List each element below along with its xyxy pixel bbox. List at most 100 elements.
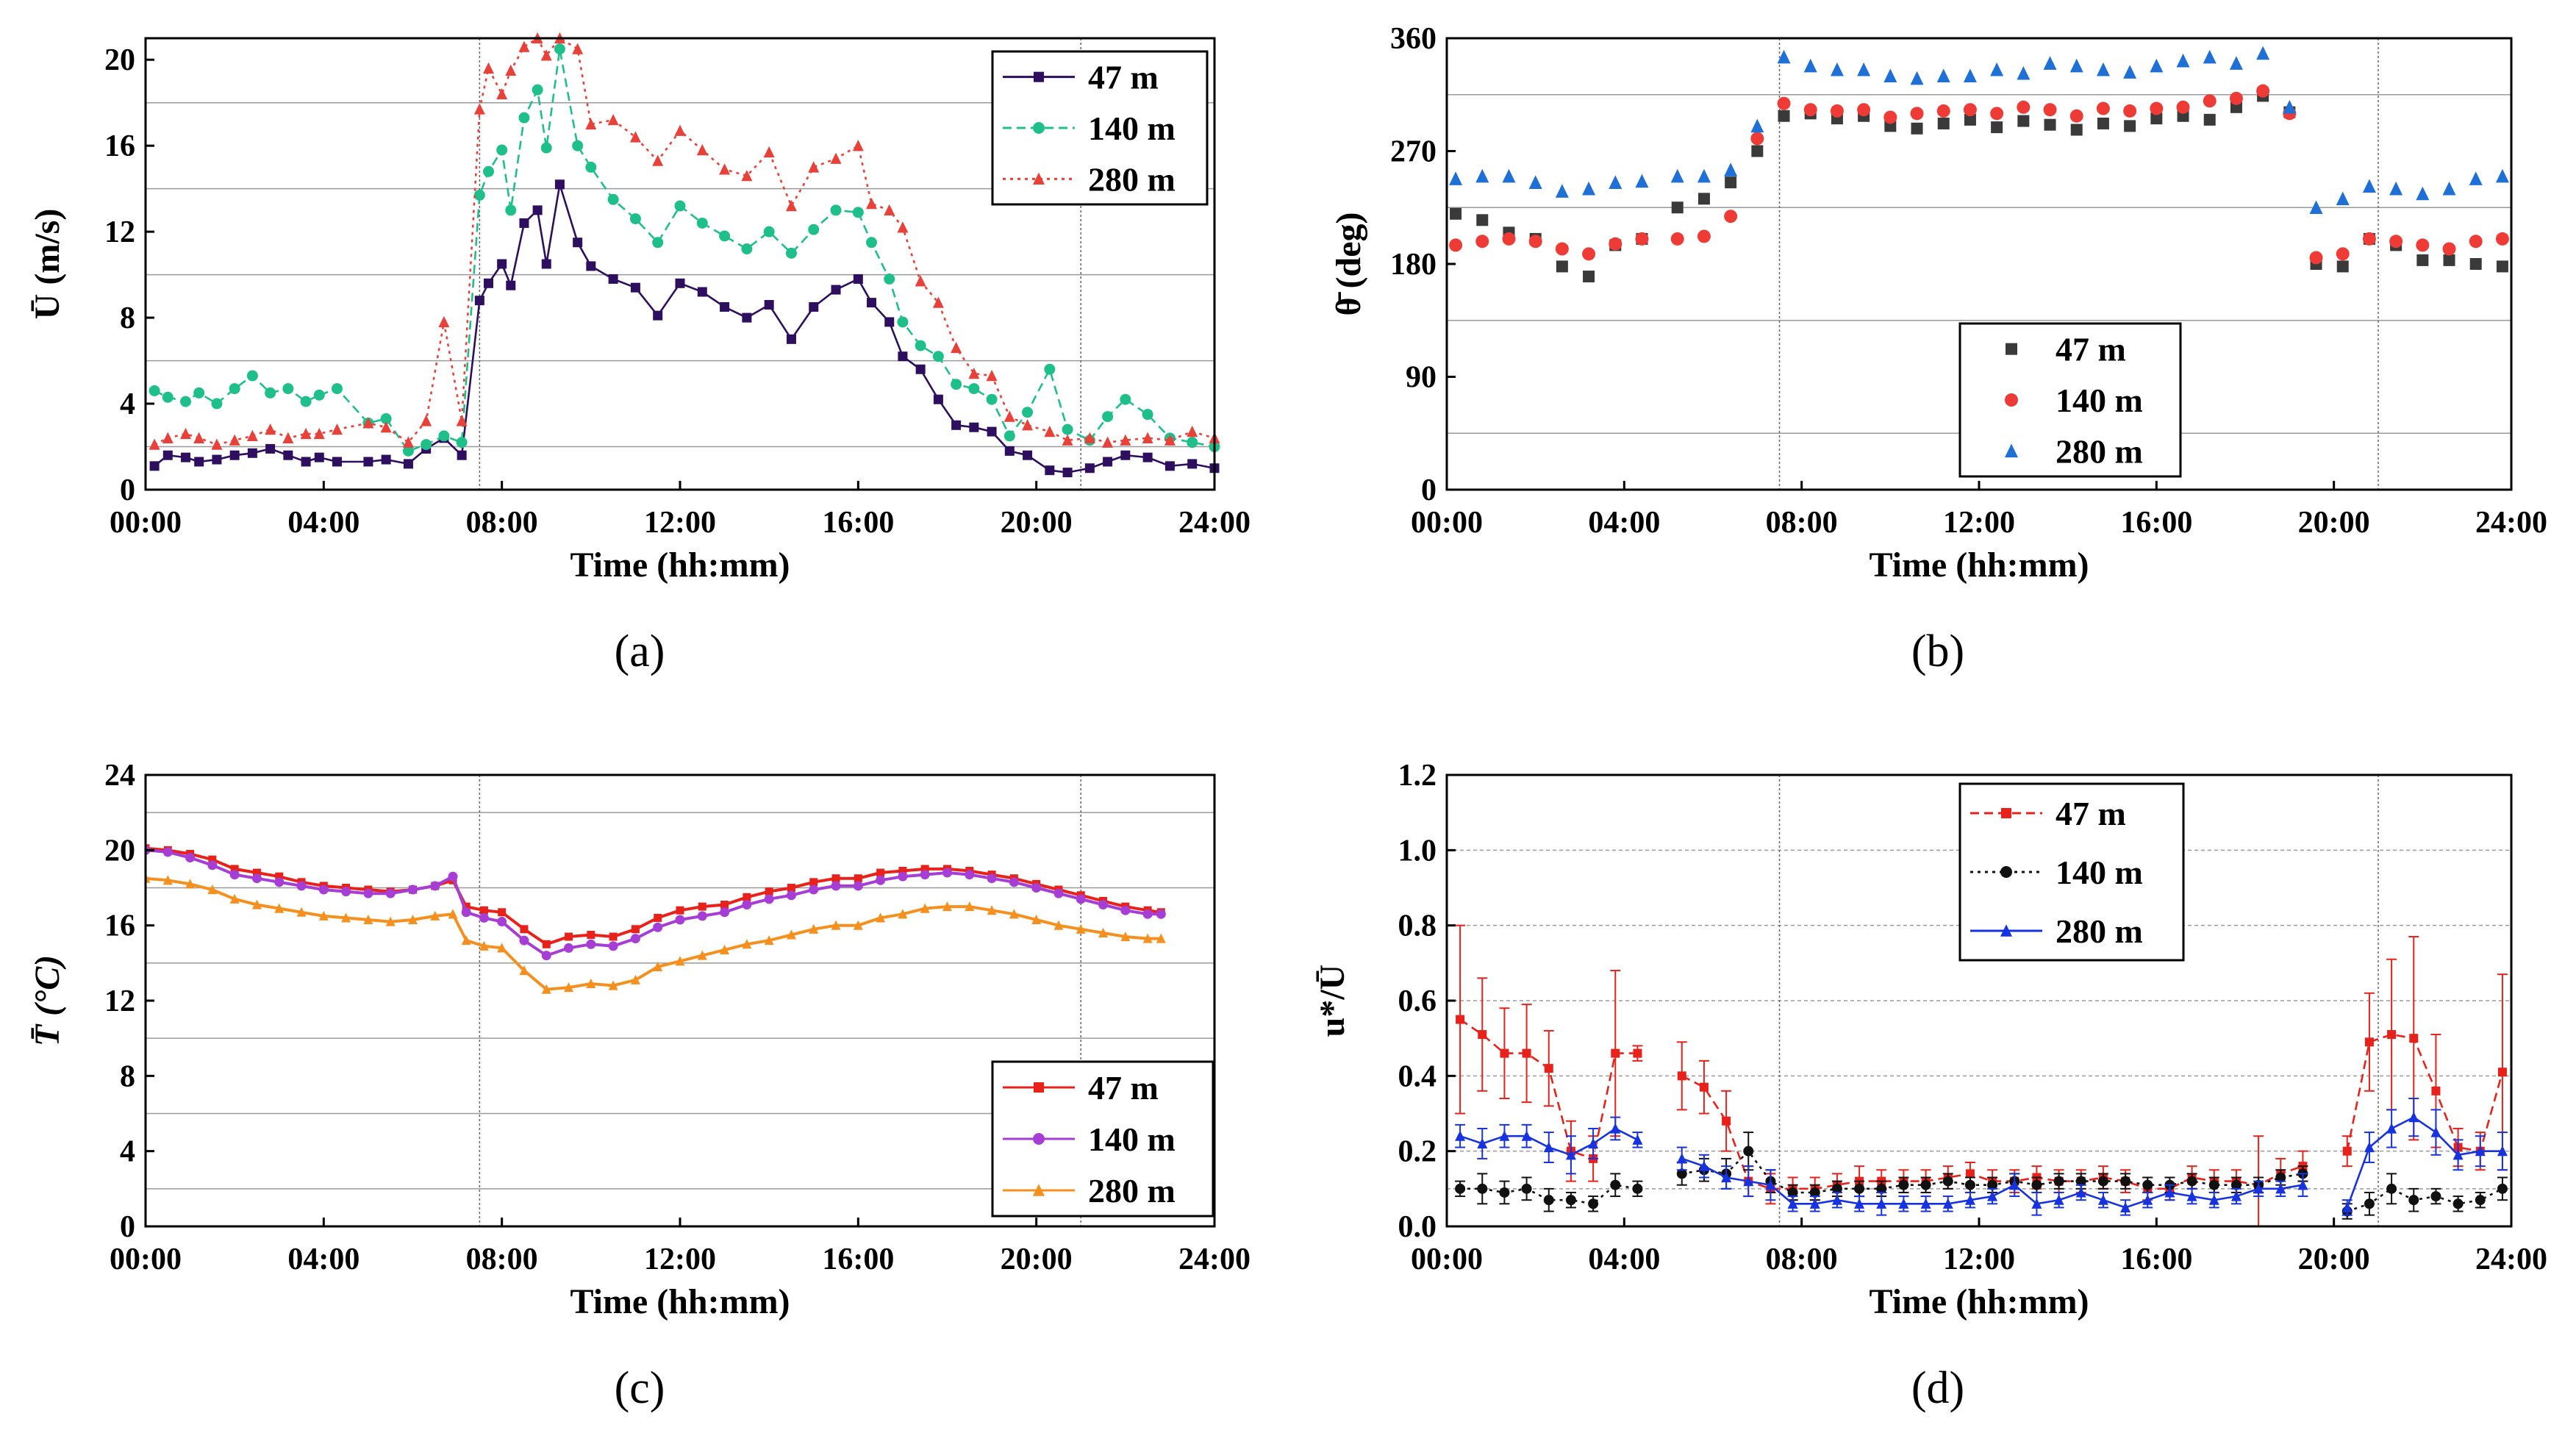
- data-point: [479, 912, 489, 923]
- data-point: [2123, 104, 2137, 118]
- data-point: [408, 914, 418, 925]
- y-tick-label: 0.0: [1398, 1210, 1437, 1244]
- data-point: [207, 884, 218, 895]
- data-point: [519, 218, 529, 228]
- data-point: [2430, 1191, 2441, 1202]
- x-tick-label: 04:00: [1588, 506, 1660, 540]
- data-point: [1475, 235, 1489, 249]
- data-point: [854, 874, 862, 883]
- data-point: [2031, 1198, 2042, 1209]
- data-point: [586, 261, 596, 271]
- data-point: [2203, 49, 2217, 64]
- data-point: [208, 855, 217, 864]
- data-point: [1876, 1198, 1887, 1209]
- data-point: [2229, 91, 2243, 105]
- data-point: [1102, 436, 1114, 448]
- data-point: [1450, 207, 1462, 220]
- data-point: [2342, 1146, 2352, 1156]
- data-point: [1743, 1145, 1754, 1157]
- panel-caption: (d): [1911, 1363, 1964, 1413]
- data-point: [1697, 193, 1710, 205]
- x-tick-label: 20:00: [2298, 1243, 2370, 1276]
- data-point: [1854, 1183, 1865, 1194]
- data-point: [1698, 1160, 1709, 1171]
- data-point: [831, 920, 841, 930]
- data-point: [1555, 242, 1569, 256]
- data-point: [585, 161, 597, 173]
- data-point: [496, 144, 508, 156]
- data-point: [1876, 1183, 1887, 1194]
- data-point: [296, 881, 307, 891]
- data-point: [1120, 905, 1131, 915]
- data-point: [541, 984, 551, 994]
- data-point: [162, 450, 173, 460]
- y-tick-label: 0: [120, 1210, 135, 1244]
- data-point: [1522, 1048, 1531, 1058]
- data-point: [2164, 1187, 2175, 1198]
- data-point: [1911, 122, 1923, 135]
- data-point: [2230, 1190, 2242, 1201]
- data-point: [318, 884, 329, 895]
- data-point: [1751, 145, 1764, 157]
- legend-marker: [1034, 71, 1044, 82]
- data-point: [2469, 171, 2483, 185]
- legend-item: 140 m: [1003, 1120, 1176, 1158]
- data-point: [1499, 1187, 1510, 1198]
- chart-panel-c: 00:00 04:00 08:00 12:00 16:00 20:00 24:00 0 4 8 12…: [28, 759, 1251, 1413]
- data-point: [1455, 1183, 1466, 1194]
- panel-caption: (c): [615, 1363, 665, 1413]
- data-point: [408, 884, 418, 895]
- y-tick-label: 24: [104, 759, 135, 793]
- data-point: [1455, 1130, 1466, 1141]
- data-point: [1477, 1137, 1488, 1149]
- data-point: [2097, 117, 2109, 129]
- data-point: [2053, 1176, 2064, 1187]
- legend-marker: [1034, 1082, 1044, 1093]
- data-point: [362, 417, 374, 429]
- data-point: [1610, 1179, 1621, 1190]
- data-point: [1936, 104, 1950, 118]
- data-point: [564, 943, 574, 953]
- legend-item: 140 m: [1970, 854, 2143, 891]
- data-point: [1920, 1179, 1931, 1190]
- y-axis-label: Ū (m/s): [28, 209, 67, 320]
- data-point: [541, 259, 551, 269]
- data-point: [2442, 181, 2456, 196]
- data-point: [1990, 62, 2004, 76]
- data-point: [2497, 1068, 2507, 1077]
- data-point: [1830, 62, 1844, 76]
- data-point: [1449, 171, 1463, 185]
- legend: 47 m 140 m 280 m: [991, 50, 1209, 206]
- legend-marker: [2006, 343, 2017, 355]
- data-point: [1609, 237, 1622, 251]
- data-point: [1635, 232, 1649, 246]
- data-point: [1556, 260, 1568, 273]
- data-point: [2297, 1179, 2308, 1190]
- data-point: [764, 300, 774, 310]
- x-tick-label: 24:00: [2475, 506, 2547, 540]
- data-point: [1142, 432, 1153, 443]
- x-tick-label: 20:00: [1001, 506, 1073, 540]
- data-point: [852, 140, 864, 151]
- data-point: [2364, 1037, 2374, 1047]
- legend-label: 140 m: [1088, 1120, 1176, 1158]
- data-point: [675, 956, 685, 966]
- data-point: [719, 163, 731, 175]
- data-point: [741, 243, 753, 255]
- data-point: [2075, 1187, 2086, 1198]
- data-point: [385, 916, 396, 926]
- data-point: [1022, 407, 1034, 418]
- legend-item: 47 m: [1003, 59, 1159, 96]
- chart-panel-d: 00:00 04:00 08:00 12:00 16:00 20:00 24:00 0.0 0.…: [1313, 759, 2547, 1413]
- data-point: [162, 847, 173, 857]
- data-point: [1009, 877, 1019, 887]
- data-point: [162, 391, 173, 403]
- data-point: [1635, 174, 1649, 188]
- axis-ticks: 00:00 04:00 08:00 12:00 16:00 20:00 24:00 0 4 8 12…: [104, 759, 1251, 1276]
- data-point: [720, 907, 730, 918]
- data-point: [876, 912, 886, 923]
- legend-item: 140 m: [1003, 110, 1176, 147]
- y-tick-label: 20: [104, 834, 135, 868]
- data-point: [274, 877, 285, 887]
- data-point: [1936, 68, 1950, 82]
